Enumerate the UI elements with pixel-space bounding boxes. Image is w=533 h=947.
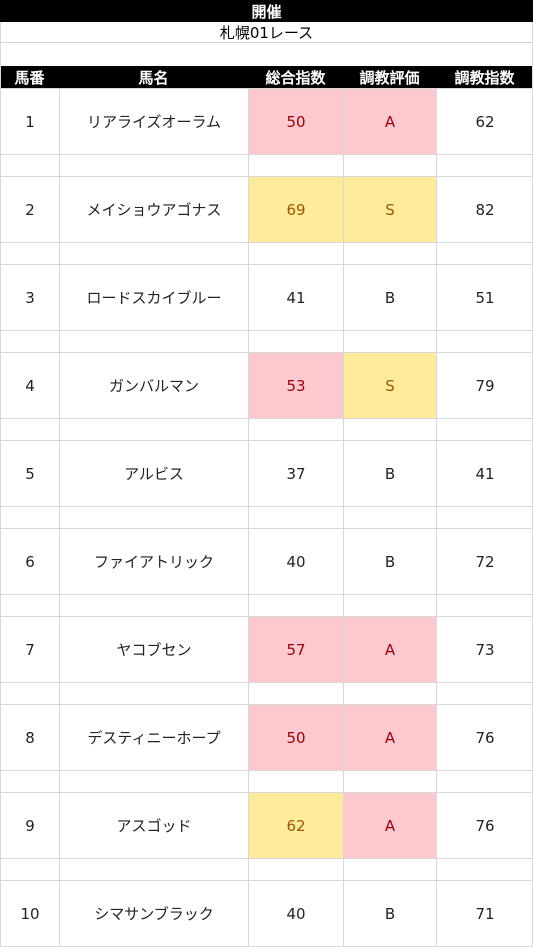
training-eval-cell: A <box>344 705 436 770</box>
total-index-cell: 57 <box>249 617 343 682</box>
grid-line <box>248 88 249 947</box>
horse-name-cell: メイショウアゴナス <box>86 201 222 219</box>
column-header-horse-number: 馬番 <box>0 66 59 88</box>
horse-name-cell: デスティニーホープ <box>87 729 221 747</box>
training-index-cell: 76 <box>475 728 495 747</box>
training-index-cell: 82 <box>475 200 495 219</box>
training-index-cell: 62 <box>475 112 495 131</box>
column-header-total-index: 総合指数 <box>248 66 343 88</box>
training-index-cell: 41 <box>475 464 495 483</box>
race-name: 札幌01レース <box>0 22 533 43</box>
grid-line <box>436 88 437 947</box>
grid-line <box>0 330 533 331</box>
horse-number-cell: 10 <box>20 904 40 923</box>
grid-line <box>0 440 533 441</box>
horse-number-cell: 9 <box>25 816 35 835</box>
training-eval-cell: B <box>384 904 396 923</box>
total-index-cell: 50 <box>249 705 343 770</box>
horse-number-cell: 7 <box>25 640 35 659</box>
grid-line <box>0 858 533 859</box>
blank-row <box>0 44 533 66</box>
training-eval-cell: S <box>344 177 436 242</box>
total-index-cell: 41 <box>286 288 306 307</box>
grid-line <box>0 176 533 177</box>
column-header-training-index: 調教指数 <box>436 66 533 88</box>
horse-number-cell: 1 <box>25 112 35 131</box>
horse-name-cell: アルビス <box>124 465 184 483</box>
grid-line <box>0 704 533 705</box>
grid-line <box>0 418 533 419</box>
grid-line <box>0 792 533 793</box>
total-index-cell: 69 <box>249 177 343 242</box>
grid-line <box>0 616 533 617</box>
total-index-cell: 50 <box>249 89 343 154</box>
grid-line <box>0 594 533 595</box>
total-index-cell: 40 <box>286 552 306 571</box>
horse-number-cell: 8 <box>25 728 35 747</box>
training-index-cell: 71 <box>475 904 495 923</box>
grid-line <box>0 88 533 89</box>
grid-line <box>343 88 344 947</box>
training-index-cell: 76 <box>475 816 495 835</box>
grid-line <box>0 242 533 243</box>
horse-number-cell: 3 <box>25 288 35 307</box>
total-index-cell: 53 <box>249 353 343 418</box>
meeting-title: 開催 <box>0 0 533 22</box>
horse-number-cell: 6 <box>25 552 35 571</box>
horse-number-cell: 2 <box>25 200 35 219</box>
horse-number-cell: 4 <box>25 376 35 395</box>
total-index-cell: 37 <box>286 464 306 483</box>
training-eval-cell: A <box>344 793 436 858</box>
training-index-cell: 79 <box>475 376 495 395</box>
total-index-cell: 62 <box>249 793 343 858</box>
training-eval-cell: A <box>344 617 436 682</box>
horse-name-cell: アスゴッド <box>116 817 192 835</box>
grid-line <box>0 528 533 529</box>
training-eval-cell: B <box>384 288 396 307</box>
total-index-cell: 40 <box>286 904 306 923</box>
training-eval-cell: S <box>344 353 436 418</box>
grid-line <box>0 154 533 155</box>
grid-line <box>0 352 533 353</box>
column-header-training-eval: 調教評価 <box>343 66 436 88</box>
grid-line <box>59 88 60 947</box>
grid-line <box>0 880 533 881</box>
grid-line <box>0 682 533 683</box>
horse-number-cell: 5 <box>25 464 35 483</box>
training-eval-cell: A <box>344 89 436 154</box>
horse-name-cell: ファイアトリック <box>93 553 214 571</box>
training-index-cell: 51 <box>475 288 495 307</box>
training-eval-cell: B <box>384 552 396 571</box>
grid-line <box>0 770 533 771</box>
grid-line <box>0 506 533 507</box>
horse-name-cell: ロードスカイブルー <box>86 289 222 307</box>
horse-name-cell: ヤコブセン <box>116 641 192 659</box>
horse-name-cell: ガンバルマン <box>108 377 199 395</box>
training-index-cell: 72 <box>475 552 495 571</box>
training-eval-cell: B <box>384 464 396 483</box>
column-header-horse-name: 馬名 <box>59 66 248 88</box>
grid-line <box>0 22 1 947</box>
training-index-cell: 73 <box>475 640 495 659</box>
grid-line <box>0 264 533 265</box>
horse-name-cell: リアライズオーラム <box>86 113 222 131</box>
horse-name-cell: シマサンブラック <box>94 905 214 923</box>
